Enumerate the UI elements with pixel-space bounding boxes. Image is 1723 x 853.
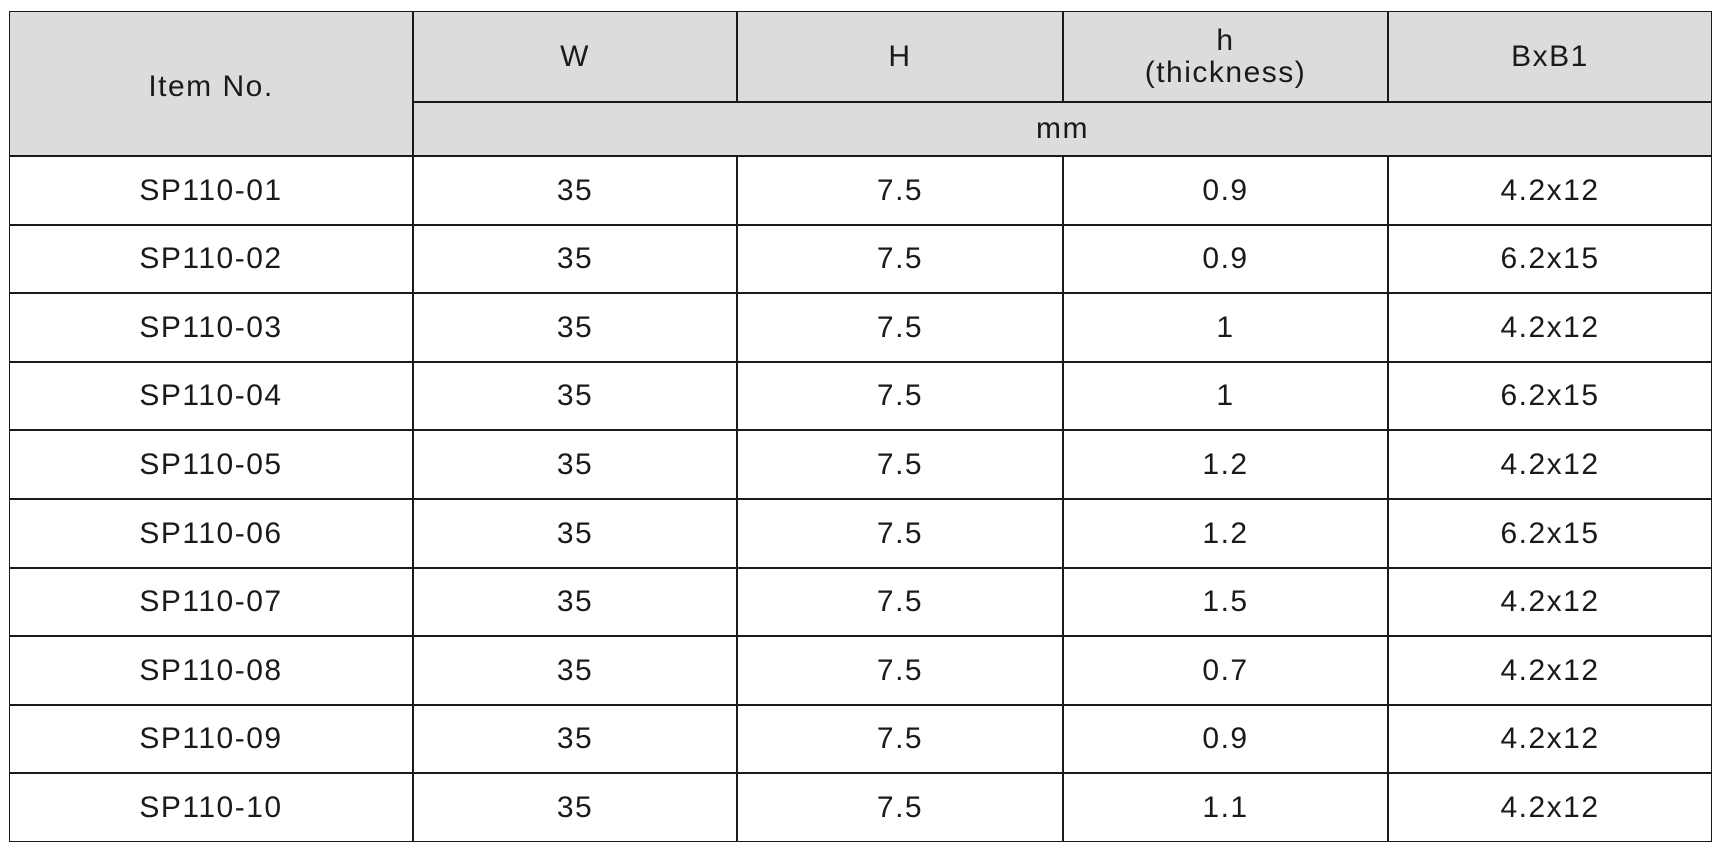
table-cell: SP110-04 — [9, 361, 413, 431]
table-cell: 1.1 — [1063, 773, 1388, 842]
table-cell: 4.2x12 — [1388, 704, 1712, 774]
column-header: H — [737, 11, 1063, 102]
table-cell: 1 — [1063, 293, 1388, 362]
table-cell: 7.5 — [737, 704, 1063, 774]
table-cell: 35 — [413, 704, 737, 774]
table-cell: 4.2x12 — [1388, 773, 1712, 842]
table-cell: 6.2x15 — [1388, 224, 1712, 294]
column-header: W — [413, 11, 737, 102]
table-cell: 0.7 — [1063, 636, 1388, 705]
table-cell: 35 — [413, 636, 737, 705]
table-cell: 7.5 — [737, 773, 1063, 842]
table-cell: 1.2 — [1063, 499, 1388, 568]
table-cell: SP110-09 — [9, 704, 413, 774]
table-cell: 1.2 — [1063, 430, 1388, 499]
table-cell: 35 — [413, 156, 737, 225]
table-cell: 7.5 — [737, 567, 1063, 637]
table-cell: 4.2x12 — [1388, 430, 1712, 499]
table-cell: 7.5 — [737, 224, 1063, 294]
table-cell: 4.2x12 — [1388, 156, 1712, 225]
table-cell: 7.5 — [737, 430, 1063, 499]
table-cell: 35 — [413, 224, 737, 294]
table-cell: SP110-07 — [9, 567, 413, 637]
table-cell: 35 — [413, 430, 737, 499]
table-cell: SP110-10 — [9, 773, 413, 842]
table-cell: 1.5 — [1063, 567, 1388, 637]
column-header: Item No. — [9, 11, 413, 156]
column-header: h (thickness) — [1063, 11, 1388, 102]
table-cell: 35 — [413, 499, 737, 568]
table-cell: SP110-02 — [9, 224, 413, 294]
table-cell: SP110-05 — [9, 430, 413, 499]
table-cell: 35 — [413, 293, 737, 362]
table-cell: 7.5 — [737, 636, 1063, 705]
table-cell: 7.5 — [737, 499, 1063, 568]
table-cell: 4.2x12 — [1388, 567, 1712, 637]
table-cell: 6.2x15 — [1388, 499, 1712, 568]
table-cell: 7.5 — [737, 361, 1063, 431]
table-cell: 4.2x12 — [1388, 636, 1712, 705]
unit-header: mm — [413, 102, 1712, 156]
table-cell: SP110-03 — [9, 293, 413, 362]
table-cell: 6.2x15 — [1388, 361, 1712, 431]
table-cell: SP110-08 — [9, 636, 413, 705]
table-cell: SP110-01 — [9, 156, 413, 225]
table-cell: 0.9 — [1063, 704, 1388, 774]
table-cell: 7.5 — [737, 293, 1063, 362]
table-cell: 0.9 — [1063, 224, 1388, 294]
table-cell: 35 — [413, 567, 737, 637]
column-header: BxB1 — [1388, 11, 1712, 102]
table-cell: 35 — [413, 773, 737, 842]
table-cell: 7.5 — [737, 156, 1063, 225]
table-cell: 0.9 — [1063, 156, 1388, 225]
table-cell: 4.2x12 — [1388, 293, 1712, 362]
table-cell: 35 — [413, 361, 737, 431]
table-cell: 1 — [1063, 361, 1388, 431]
table-cell: SP110-06 — [9, 499, 413, 568]
